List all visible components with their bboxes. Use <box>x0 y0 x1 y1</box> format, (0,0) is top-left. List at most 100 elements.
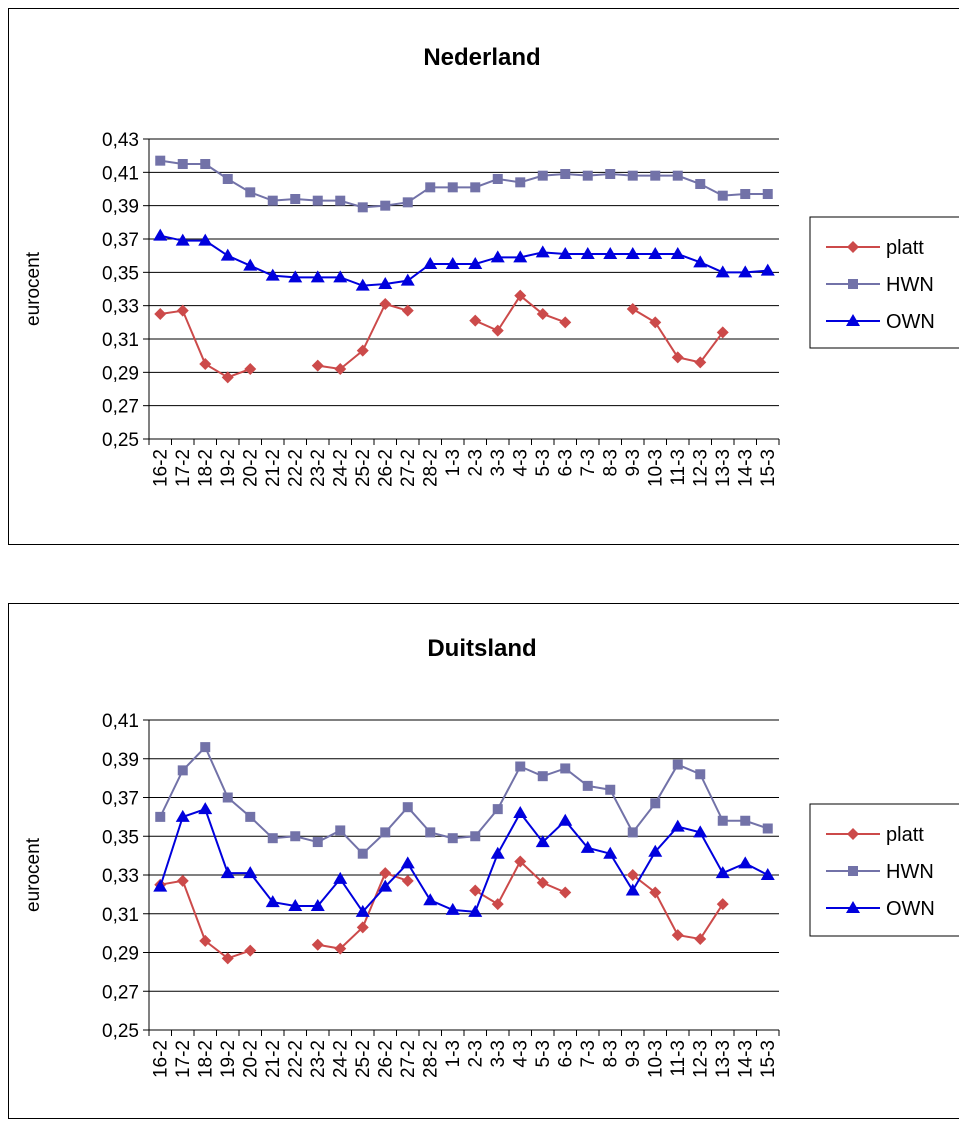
data-point-platt <box>176 874 189 887</box>
x-tick-label: 9-3 <box>623 449 644 476</box>
series-platt <box>154 855 729 965</box>
data-point-OWN <box>625 883 640 896</box>
data-point-HWN <box>650 170 661 181</box>
data-point-OWN <box>513 250 528 263</box>
data-point-HWN <box>335 825 346 836</box>
data-point-OWN <box>648 247 663 259</box>
data-point-HWN <box>222 792 233 803</box>
x-tick-label: 25-2 <box>353 1040 374 1078</box>
data-point-HWN <box>537 771 548 782</box>
data-point-platt <box>379 867 392 880</box>
data-point-platt <box>356 921 369 934</box>
data-point-platt <box>311 359 324 372</box>
data-point-OWN <box>513 806 528 818</box>
x-tick-label: 17-2 <box>173 449 194 487</box>
data-point-OWN <box>310 270 325 283</box>
x-tick-label: 24-2 <box>330 449 351 487</box>
data-point-HWN <box>470 831 481 842</box>
y-tick-label: 0,43 <box>102 130 139 151</box>
x-tick-label: 19-2 <box>218 1040 239 1078</box>
x-tick-label: 27-2 <box>398 1040 419 1078</box>
y-tick-label: 0,31 <box>102 330 139 351</box>
data-point-OWN <box>535 835 550 848</box>
x-tick-label: 18-2 <box>195 1040 216 1078</box>
y-tick-label: 0,27 <box>102 982 139 1003</box>
data-point-platt <box>221 371 234 384</box>
y-tick-label: 0,37 <box>102 789 139 810</box>
x-tick-label: 6-3 <box>555 449 576 476</box>
x-tick-label: 10-3 <box>645 449 666 487</box>
x-tick-label: 28-2 <box>420 449 441 487</box>
data-point-platt <box>536 876 549 889</box>
x-tick-label: 15-3 <box>758 449 779 487</box>
x-tick-label: 7-3 <box>578 449 599 476</box>
data-point-OWN <box>625 247 640 259</box>
x-tick-label: 12-3 <box>690 449 711 487</box>
data-point-HWN <box>267 833 278 844</box>
data-point-HWN <box>380 200 391 211</box>
chart-title: Nederland <box>423 44 540 71</box>
x-tick-label: 23-2 <box>308 1040 329 1078</box>
series-OWN <box>153 228 775 291</box>
data-point-HWN <box>290 831 301 842</box>
x-tick-label: 20-2 <box>240 449 261 487</box>
data-point-platt <box>716 326 729 339</box>
chart-svg: Duitsland 0,25 0,27 0,29 0,31 0,33 0,35 0,37 0,3… <box>23 635 959 1078</box>
data-point-OWN <box>715 265 730 278</box>
x-tick-label: 28-2 <box>420 1040 441 1078</box>
x-tick-label: 3-3 <box>488 1040 509 1067</box>
x-tick-label: 3-3 <box>488 449 509 476</box>
data-point-OWN <box>738 265 753 278</box>
x-tick-label: 9-3 <box>623 1040 644 1067</box>
data-point-HWN <box>222 174 233 184</box>
data-point-OWN <box>378 879 393 892</box>
x-tick-label: 16-2 <box>150 449 171 487</box>
data-point-OWN <box>265 895 280 908</box>
data-point-HWN <box>290 194 301 204</box>
legend-marker <box>847 241 859 253</box>
data-point-HWN <box>762 189 773 199</box>
x-tick-label: 2-3 <box>465 449 486 476</box>
x-tick-label: 1-3 <box>443 449 464 476</box>
y-tick-label: 0,37 <box>102 230 139 251</box>
x-tick-label: 8-3 <box>600 1040 621 1067</box>
y-tick-label: 0,25 <box>102 430 139 451</box>
y-tick-label: 0,33 <box>102 866 139 887</box>
legend-label: HWN <box>886 274 934 296</box>
x-tick-label: 1-3 <box>443 1040 464 1067</box>
data-point-HWN <box>267 195 278 206</box>
data-point-HWN <box>177 765 188 776</box>
x-tick-label: 16-2 <box>150 1040 171 1078</box>
x-tick-label: 13-3 <box>713 449 734 487</box>
data-point-HWN <box>740 815 751 826</box>
x-tick-label: 26-2 <box>375 449 396 487</box>
data-point-platt <box>559 316 572 329</box>
data-point-OWN <box>670 819 685 832</box>
x-tick-label: 5-3 <box>533 1040 554 1067</box>
y-axis-label: eurocent <box>23 251 44 326</box>
data-point-OWN <box>715 866 730 879</box>
data-point-OWN <box>355 278 370 291</box>
data-point-OWN <box>400 856 415 869</box>
data-point-OWN <box>603 247 618 259</box>
data-point-platt <box>491 324 504 337</box>
x-tick-label: 7-3 <box>578 1040 599 1067</box>
x-tick-label: 12-3 <box>690 1040 711 1078</box>
data-point-OWN <box>153 228 168 241</box>
data-point-platt <box>626 869 639 881</box>
data-point-platt <box>401 304 414 317</box>
chart-duitsland: Duitsland 0,25 0,27 0,29 0,31 0,33 0,35 0,37 0,3… <box>8 603 959 1119</box>
x-tick-label: 21-2 <box>263 449 284 487</box>
data-point-OWN <box>175 809 190 822</box>
data-point-OWN <box>445 257 460 269</box>
data-point-OWN <box>423 257 438 269</box>
x-tick-label: 23-2 <box>308 449 329 487</box>
y-tick-label: 0,29 <box>102 363 139 384</box>
x-tick-label: 26-2 <box>375 1040 396 1078</box>
series-OWN <box>153 802 775 917</box>
data-point-OWN <box>175 233 190 246</box>
data-point-OWN <box>355 904 370 917</box>
series-HWN <box>155 155 773 213</box>
data-point-platt <box>379 298 392 310</box>
x-tick-label: 11-3 <box>668 1040 689 1077</box>
